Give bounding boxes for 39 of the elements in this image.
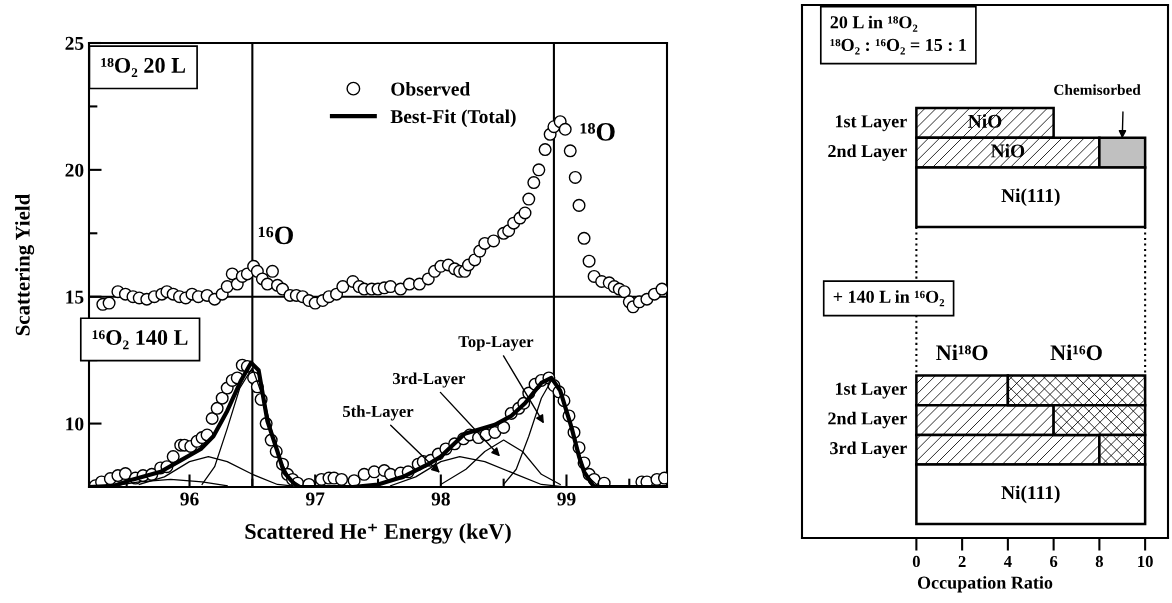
series-label: Ni¹⁸O: [936, 344, 988, 361]
y-tick-label: 1st Layer: [835, 115, 907, 132]
annotation: ¹⁶O: [258, 226, 293, 245]
legend-label: Observed: [391, 81, 471, 96]
text: Ni(111): [1001, 188, 1060, 207]
annotation: Top-Layer: [458, 336, 534, 351]
x-tick-label: 96: [180, 492, 199, 506]
annotation: + 140 L in ¹⁶O₂: [833, 290, 945, 307]
x-tick-label: 99: [557, 492, 576, 506]
x-tick-label: 2: [958, 555, 966, 567]
y-tick-label: 2nd Layer: [828, 411, 907, 429]
x-tick-label: 0: [912, 555, 920, 568]
text: 20 L in ¹⁸O₂ ¹⁸O₂ : ¹⁶O₂ = 15 : 1: [830, 15, 966, 55]
x-tick-label: 6: [1050, 555, 1058, 568]
y-tick-label: 15: [66, 290, 84, 304]
x-axis-title: Scattered He⁺ Energy (keV): [245, 523, 511, 544]
series-label: Ni(111): [1001, 485, 1060, 504]
x-axis-title: Occupation Ratio: [917, 576, 1053, 593]
x-tick-label: 8: [1095, 555, 1103, 568]
annotation: ¹⁶O₂ 140 L: [92, 330, 188, 350]
y-tick-label: 25: [65, 36, 84, 50]
y-tick-label: 20: [65, 163, 84, 177]
x-tick-label: 10: [1138, 555, 1153, 568]
y-axis-title: Scattering Yield: [15, 193, 35, 336]
x-tick-label: 97: [305, 492, 325, 506]
x-tick-label: 98: [431, 492, 450, 506]
legend-label: Best-Fit (Total): [390, 109, 516, 128]
y-tick-label: 2nd Layer: [828, 144, 907, 161]
x-tick-label: 4: [1003, 555, 1012, 567]
annotation: ¹⁸O₂ 20 L: [101, 57, 186, 78]
y-tick-label: 3rd Layer: [830, 441, 907, 458]
annotation: 3rd-Layer: [392, 372, 466, 388]
annotation: 5th-Layer: [343, 405, 414, 421]
y-tick-label: 1st Layer: [835, 382, 907, 399]
text: NiO: [990, 143, 1025, 158]
series-label: Ni¹⁶O: [1050, 344, 1102, 361]
text: Chemisorbed: [1054, 84, 1141, 95]
annotation: ¹⁸O: [580, 123, 615, 141]
y-tick-label: 10: [66, 417, 84, 431]
